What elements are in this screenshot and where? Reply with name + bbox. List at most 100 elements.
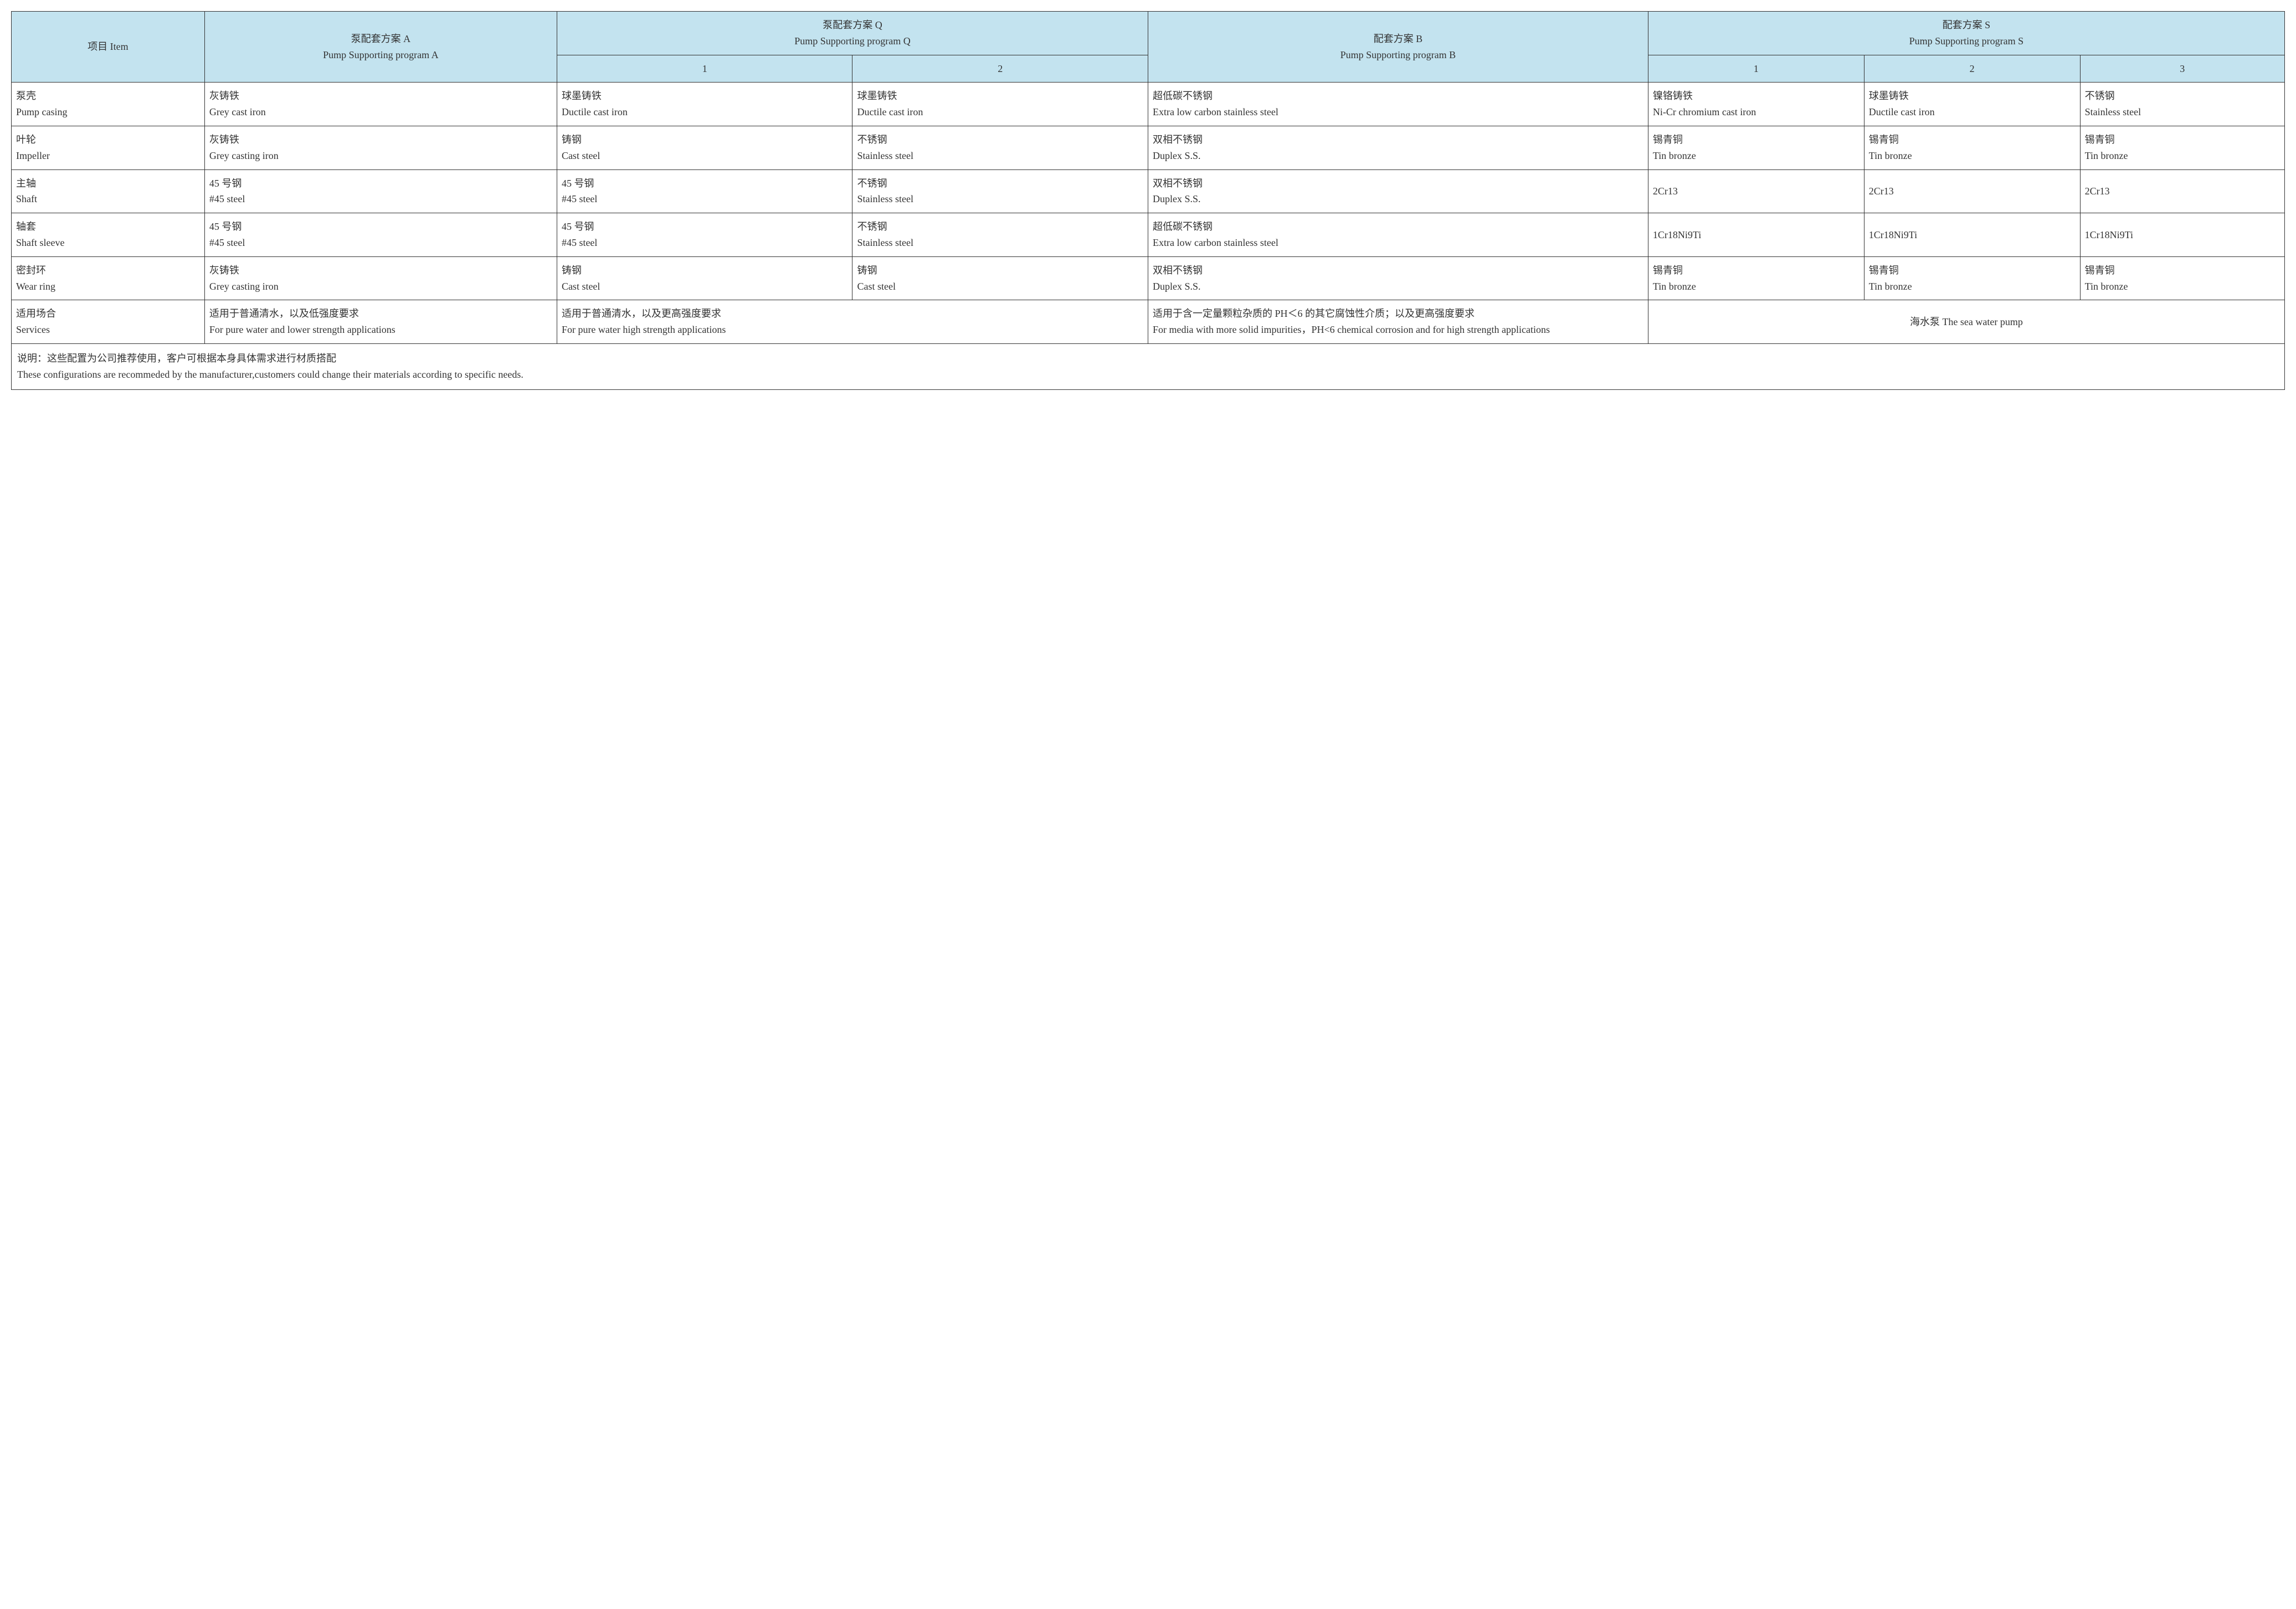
item-cn: 泵壳	[16, 88, 200, 104]
footnote-en: These configurations are recommeded by t…	[17, 367, 2279, 383]
cell-en: Grey casting iron	[209, 279, 552, 295]
cell-en: Cast steel	[857, 279, 1143, 295]
cell-en: Ni-Cr chromium cast iron	[1653, 104, 1860, 120]
cell-s1: 锡青铜Tin bronze	[1648, 256, 1864, 300]
cell-cn: 双相不锈钢	[1153, 176, 1643, 192]
cell-cn: 不锈钢	[857, 219, 1143, 235]
header-program-b: 配套方案 B Pump Supporting program B	[1148, 12, 1648, 83]
cell-b: 超低碳不锈钢Extra low carbon stainless steel	[1148, 83, 1648, 126]
item-cell: 泵壳Pump casing	[12, 83, 205, 126]
cell-q1: 45 号钢#45 steel	[557, 169, 852, 213]
item-cell: 叶轮Impeller	[12, 126, 205, 169]
cell-cn: 2Cr13	[1653, 183, 1860, 199]
cell-en: Tin bronze	[1653, 148, 1860, 164]
cell-cn: 锡青铜	[2085, 263, 2280, 279]
cell-a: 45 号钢#45 steel	[204, 169, 557, 213]
cell-cn: 超低碳不锈钢	[1153, 219, 1643, 235]
footnote-cn: 说明：这些配置为公司推荐使用，客户可根据本身具体需求进行材质搭配	[17, 351, 2279, 367]
header-q-en: Pump Supporting program Q	[562, 33, 1143, 49]
header-s-3: 3	[2080, 55, 2284, 83]
cell-s2: 锡青铜Tin bronze	[1864, 256, 2080, 300]
header-q-1: 1	[557, 55, 852, 83]
cell-q2: 不锈钢Stainless steel	[852, 126, 1148, 169]
cell-cn: 1Cr18Ni9Ti	[2085, 227, 2280, 243]
cell-q2: 球墨铸铁Ductile cast iron	[852, 83, 1148, 126]
cell-s3: 不锈钢Stainless steel	[2080, 83, 2284, 126]
services-a-en: For pure water and lower strength applic…	[209, 322, 552, 338]
cell-q1: 铸钢Cast steel	[557, 126, 852, 169]
services-item: 适用场合 Services	[12, 300, 205, 344]
cell-s1: 1Cr18Ni9Ti	[1648, 213, 1864, 257]
cell-cn: 锡青铜	[1653, 263, 1860, 279]
cell-en: #45 steel	[562, 191, 848, 207]
services-item-cn: 适用场合	[16, 306, 200, 322]
header-a-cn: 泵配套方案 A	[209, 31, 552, 47]
cell-cn: 双相不锈钢	[1153, 132, 1643, 148]
item-cell: 密封环Wear ring	[12, 256, 205, 300]
cell-b: 双相不锈钢Duplex S.S.	[1148, 169, 1648, 213]
cell-q1: 铸钢Cast steel	[557, 256, 852, 300]
services-b: 适用于含一定量颗粒杂质的 PH＜6 的其它腐蚀性介质；以及更高强度要求 For …	[1148, 300, 1648, 344]
services-s: 海水泵 The sea water pump	[1648, 300, 2284, 344]
cell-b: 双相不锈钢Duplex S.S.	[1148, 256, 1648, 300]
cell-b: 超低碳不锈钢Extra low carbon stainless steel	[1148, 213, 1648, 257]
cell-cn: 锡青铜	[1869, 132, 2076, 148]
cell-en: Grey cast iron	[209, 104, 552, 120]
table-row: 主轴Shaft45 号钢#45 steel45 号钢#45 steel不锈钢St…	[12, 169, 2285, 213]
item-cell: 轴套Shaft sleeve	[12, 213, 205, 257]
cell-en: Cast steel	[562, 148, 848, 164]
item-en: Wear ring	[16, 279, 200, 295]
header-row-1: 项目 Item 泵配套方案 A Pump Supporting program …	[12, 12, 2285, 55]
cell-cn: 球墨铸铁	[857, 88, 1143, 104]
cell-cn: 铸钢	[562, 263, 848, 279]
item-cn: 轴套	[16, 219, 200, 235]
cell-cn: 45 号钢	[209, 176, 552, 192]
services-item-en: Services	[16, 322, 200, 338]
cell-s1: 2Cr13	[1648, 169, 1864, 213]
cell-q1: 45 号钢#45 steel	[557, 213, 852, 257]
cell-en: Tin bronze	[1869, 148, 2076, 164]
services-q-en: For pure water high strength application…	[562, 322, 1143, 338]
header-q-cn: 泵配套方案 Q	[562, 17, 1143, 33]
header-b-en: Pump Supporting program B	[1153, 47, 1643, 63]
cell-cn: 铸钢	[857, 263, 1143, 279]
cell-s2: 球墨铸铁Ductile cast iron	[1864, 83, 2080, 126]
cell-cn: 超低碳不锈钢	[1153, 88, 1643, 104]
cell-cn: 灰铸铁	[209, 88, 552, 104]
table-row: 密封环Wear ring灰铸铁Grey casting iron铸钢Cast s…	[12, 256, 2285, 300]
header-a-en: Pump Supporting program A	[209, 47, 552, 63]
header-program-q: 泵配套方案 Q Pump Supporting program Q	[557, 12, 1148, 55]
cell-en: Extra low carbon stainless steel	[1153, 104, 1643, 120]
header-s-cn: 配套方案 S	[1653, 17, 2280, 33]
header-q-2: 2	[852, 55, 1148, 83]
cell-en: Cast steel	[562, 279, 848, 295]
cell-en: Duplex S.S.	[1153, 191, 1643, 207]
cell-en: Extra low carbon stainless steel	[1153, 235, 1643, 251]
cell-a: 灰铸铁Grey cast iron	[204, 83, 557, 126]
cell-en: Duplex S.S.	[1153, 279, 1643, 295]
header-item: 项目 Item	[12, 12, 205, 83]
cell-en: Tin bronze	[2085, 279, 2280, 295]
cell-cn: 双相不锈钢	[1153, 263, 1643, 279]
services-q: 适用于普通清水，以及更高强度要求 For pure water high str…	[557, 300, 1148, 344]
header-program-a: 泵配套方案 A Pump Supporting program A	[204, 12, 557, 83]
cell-en: Ductile cast iron	[857, 104, 1143, 120]
cell-cn: 45 号钢	[209, 219, 552, 235]
header-item-text: 项目 Item	[16, 39, 200, 55]
cell-s3: 2Cr13	[2080, 169, 2284, 213]
cell-en: Ductile cast iron	[1869, 104, 2076, 120]
header-program-s: 配套方案 S Pump Supporting program S	[1648, 12, 2284, 55]
cell-en: #45 steel	[209, 191, 552, 207]
cell-en: #45 steel	[209, 235, 552, 251]
cell-en: Tin bronze	[2085, 148, 2280, 164]
table-row: 轴套Shaft sleeve45 号钢#45 steel45 号钢#45 ste…	[12, 213, 2285, 257]
services-a-cn: 适用于普通清水，以及低强度要求	[209, 306, 552, 322]
cell-en: Grey casting iron	[209, 148, 552, 164]
cell-cn: 2Cr13	[1869, 183, 2076, 199]
cell-a: 灰铸铁Grey casting iron	[204, 126, 557, 169]
cell-cn: 不锈钢	[2085, 88, 2280, 104]
item-en: Shaft	[16, 191, 200, 207]
item-en: Impeller	[16, 148, 200, 164]
cell-en: Stainless steel	[857, 191, 1143, 207]
cell-en: Tin bronze	[1653, 279, 1860, 295]
